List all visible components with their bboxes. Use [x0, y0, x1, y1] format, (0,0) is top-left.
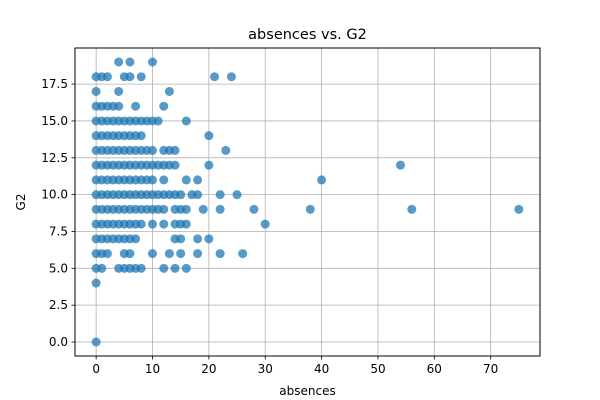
scatter-point [159, 219, 169, 229]
scatter-point [153, 116, 163, 126]
scatter-point [148, 249, 157, 259]
ticks-layer: 0 10 20 30 40 50 60 70 0.0 2.5 5.0 7.5 10.0 12.5 15.0 1… [41, 77, 498, 376]
y-axis-label: G2 [14, 194, 28, 211]
scatter-point [176, 190, 186, 200]
scatter-point [170, 263, 180, 273]
scatter-point [136, 219, 146, 229]
scatter-point [148, 57, 157, 67]
x-tick-label: 30 [258, 362, 273, 376]
scatter-point [221, 145, 231, 155]
scatter-point [317, 175, 327, 185]
x-tick-label: 10 [145, 362, 160, 376]
scatter-point [215, 204, 225, 214]
scatter-point [91, 278, 101, 288]
scatter-point [181, 204, 191, 214]
scatter-point [226, 72, 236, 82]
scatter-point [238, 249, 248, 259]
scatter-point [181, 175, 191, 185]
scatter-point [148, 219, 157, 229]
x-tick-label: 20 [201, 362, 216, 376]
y-tick-label: 7.5 [49, 224, 68, 238]
y-tick-label: 10.0 [41, 188, 68, 202]
scatter-point [215, 190, 225, 200]
scatter-point [125, 249, 135, 259]
plot-frame [74, 47, 541, 357]
scatter-point [193, 249, 203, 259]
scatter-point [159, 175, 169, 185]
scatter-point [396, 160, 405, 170]
scatter-point [136, 263, 146, 273]
scatter-point [198, 204, 208, 214]
chart-title: absences vs. G2 [248, 27, 367, 43]
scatter-point [148, 175, 157, 185]
scatter-point [102, 72, 112, 82]
scatter-point [136, 72, 146, 82]
x-tick-label: 70 [483, 362, 498, 376]
scatter-point [249, 204, 259, 214]
scatter-point [131, 101, 141, 111]
scatter-point [176, 249, 186, 259]
scatter-point [193, 234, 203, 244]
x-tick-label: 50 [370, 362, 385, 376]
scatter-point [215, 249, 225, 259]
y-tick-label: 0.0 [49, 335, 68, 349]
grid-layer [75, 48, 540, 356]
scatter-point [204, 234, 214, 244]
x-tick-label: 60 [427, 362, 442, 376]
scatter-point [407, 204, 417, 214]
scatter-point [159, 101, 169, 111]
scatter-point [91, 337, 101, 347]
scatter-point [125, 57, 135, 67]
scatter-point [193, 190, 203, 200]
scatter-point [181, 263, 191, 273]
x-axis-label: absences [279, 384, 335, 398]
scatter-point [91, 86, 101, 96]
scatter-point [97, 263, 107, 273]
y-tick-label: 2.5 [49, 298, 68, 312]
scatter-point [131, 234, 141, 244]
scatter-point [125, 72, 135, 82]
scatter-point [305, 204, 315, 214]
scatter-point [164, 249, 174, 259]
scatter-point [114, 57, 124, 67]
scatter-point [136, 131, 146, 141]
y-tick-label: 15.0 [41, 114, 68, 128]
scatter-point [102, 249, 112, 259]
points-layer [91, 57, 524, 347]
x-tick-label: 0 [92, 362, 100, 376]
scatter-point [170, 145, 180, 155]
scatter-point [114, 86, 124, 96]
scatter-point [193, 175, 203, 185]
scatter-point [204, 160, 214, 170]
scatter-point [514, 204, 524, 214]
scatter-point [170, 160, 180, 170]
scatter-point [204, 131, 214, 141]
scatter-point [260, 219, 270, 229]
scatter-point [232, 190, 242, 200]
scatter-point [148, 145, 157, 155]
x-tick-label: 40 [314, 362, 329, 376]
scatter-point [164, 86, 174, 96]
scatter-point [181, 219, 191, 229]
scatter-point [181, 116, 191, 126]
scatter-point [159, 204, 169, 214]
scatter-point [176, 234, 186, 244]
y-tick-label: 12.5 [41, 151, 68, 165]
scatter-point [210, 72, 219, 82]
y-tick-label: 5.0 [49, 261, 68, 275]
scatter-point [114, 101, 124, 111]
scatter-point [159, 263, 169, 273]
y-tick-label: 17.5 [41, 77, 68, 91]
